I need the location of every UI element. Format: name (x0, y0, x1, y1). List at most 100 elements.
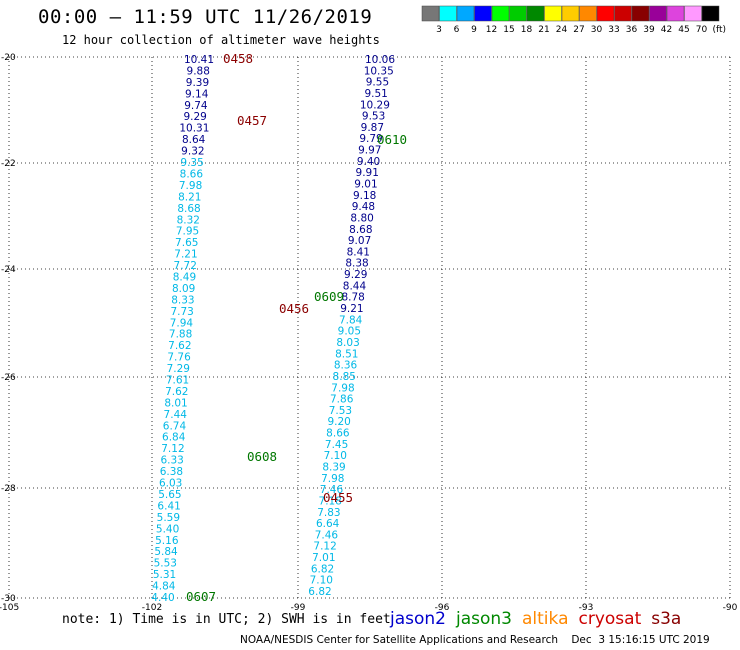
track-b-wave-height: 9.48 (352, 201, 375, 213)
pass-time-label: 0455 (323, 490, 353, 505)
legend-bin-label: 12 (486, 25, 497, 35)
legend-swatch (526, 5, 545, 22)
track-b-wave-height: 8.78 (341, 292, 364, 304)
legend-bin-label: 36 (626, 25, 638, 35)
track-a-wave-height: 9.14 (185, 88, 209, 100)
track-a-wave-height: 7.65 (175, 237, 198, 249)
legend-unit: (ft) (713, 25, 727, 35)
legend-bin-label: 39 (643, 25, 655, 35)
legend-bin-label: 24 (556, 25, 568, 35)
track-b-wave-height: 8.03 (336, 337, 359, 349)
track-a-wave-height: 5.53 (154, 558, 177, 570)
satellite-name: jason3 (456, 609, 512, 629)
track-a-wave-height: 7.94 (170, 317, 194, 329)
track-b-wave-height: 9.91 (356, 167, 379, 179)
legend-bin-label: 21 (538, 25, 549, 35)
pass-time-label: 0457 (237, 113, 267, 128)
units-note: note: 1) Time is in UTC; 2) SWH is in fe… (62, 612, 391, 627)
track-b-wave-height: 9.97 (358, 145, 381, 157)
track-b-wave-height: 6.82 (311, 563, 334, 575)
track-b-wave-height: 9.53 (362, 111, 385, 123)
track-b-wave-height: 9.79 (359, 133, 382, 145)
track-a-wave-height: 7.88 (169, 329, 192, 341)
pass-time-label: 0607 (186, 589, 216, 604)
track-a-wave-height: 4.40 (151, 592, 174, 604)
legend-bin-label: 33 (608, 25, 619, 35)
track-b-wave-height: 9.07 (348, 235, 371, 247)
track-b-wave-height: 8.44 (343, 280, 367, 292)
track-a-wave-height: 4.84 (152, 581, 176, 593)
satellite-name: jason2 (390, 609, 446, 629)
track-b-wave-height: 7.46 (320, 484, 344, 496)
track-b-wave-height: 7.10 (324, 450, 347, 462)
track-b-wave-height: 8.68 (349, 224, 372, 236)
legend-bin-label: 9 (471, 25, 477, 35)
legend-swatch (631, 5, 650, 22)
track-b-wave-height: 7.86 (330, 394, 354, 406)
legend-swatch (666, 5, 685, 22)
satellite-name: cryosat (578, 609, 642, 629)
legend-swatch (421, 5, 440, 22)
legend-swatch (544, 5, 562, 22)
legend-swatch (439, 5, 457, 22)
track-b-wave-height: 8.80 (350, 212, 373, 224)
track-a-wave-height: 6.03 (159, 478, 182, 490)
track-b-wave-height: 7.10 (310, 575, 333, 587)
legend-swatch (561, 5, 580, 22)
track-a-wave-height: 8.68 (177, 203, 200, 215)
track-b-wave-height: 6.82 (308, 586, 331, 598)
legend-bin-label: 70 (696, 25, 708, 35)
lat-tick-label: -24 (1, 265, 16, 275)
track-b-wave-height: 9.01 (354, 179, 377, 191)
altimeter-map: -20 -22 -24 -26 -28 -30-105 -102 -99 -96 -93 -90 10… (0, 51, 738, 612)
legend-swatch (684, 5, 702, 22)
lat-tick-label: -22 (1, 159, 16, 169)
track-a-wave-height: 7.95 (176, 226, 199, 238)
legend-swatch (509, 5, 527, 22)
track-a-wave-height: 10.31 (179, 123, 209, 135)
lon-tick-label: -99 (291, 603, 306, 612)
track-a-wave-height: 8.66 (180, 168, 204, 180)
lat-tick-label: -30 (1, 594, 16, 604)
track-a-wave-height: 9.32 (181, 146, 204, 158)
track-a-wave-height: 9.29 (183, 111, 206, 123)
legend-swatch (614, 5, 632, 22)
pass-time-label: 0609 (314, 289, 344, 304)
track-b-wave-height: 7.84 (339, 314, 363, 326)
legend-bin-label: 18 (521, 25, 533, 35)
track-b-wave-height: 7.12 (313, 541, 336, 553)
track-b-wave-height: 8.36 (334, 360, 358, 372)
track-b-wave-height: 7.46 (315, 529, 339, 541)
satellite-legend: jason2 jason3 altika cryosat s3a (390, 609, 691, 629)
track-a-wave-height: 5.65 (158, 489, 181, 501)
track-a-wave-height: 7.73 (170, 306, 193, 318)
satellite-name: s3a (651, 609, 682, 629)
track-a-wave-height: 7.62 (165, 386, 188, 398)
track-a-wave-height: 8.49 (173, 271, 196, 283)
legend-swatch (596, 5, 615, 22)
track-b-wave-height: 7.98 (321, 473, 344, 485)
legend-bin-label: 27 (573, 25, 584, 35)
pass-time-label: 0458 (223, 51, 253, 66)
legend-bin-label: 15 (503, 25, 514, 35)
track-a-wave-height: 5.16 (155, 535, 179, 547)
lat-tick-label: -26 (1, 373, 16, 383)
legend-swatch (474, 5, 492, 22)
track-b-wave-height: 7.98 (331, 382, 354, 394)
track-b-wave-height: 8.41 (347, 246, 370, 258)
lon-tick-label: -90 (723, 603, 738, 612)
legend-swatch (491, 5, 510, 22)
track-b-wave-height: 7.01 (312, 552, 335, 564)
legend-swatch (579, 5, 597, 22)
track-a-wave-height: 9.35 (180, 157, 203, 169)
track-a-wave-height: 7.72 (174, 260, 197, 272)
track-a-wave-height: 7.62 (168, 340, 191, 352)
legend-bin-label: 3 (436, 25, 442, 35)
credit-line: NOAA/NESDIS Center for Satellite Applica… (240, 634, 710, 646)
track-a-wave-height: 7.98 (179, 180, 202, 192)
legend-bin-label: 30 (591, 25, 603, 35)
track-b-wave-height: 9.21 (340, 303, 363, 315)
track-a-wave-height: 6.84 (162, 432, 186, 444)
track-a-wave-height: 9.74 (184, 100, 208, 112)
satellite-name: altika (522, 609, 569, 629)
